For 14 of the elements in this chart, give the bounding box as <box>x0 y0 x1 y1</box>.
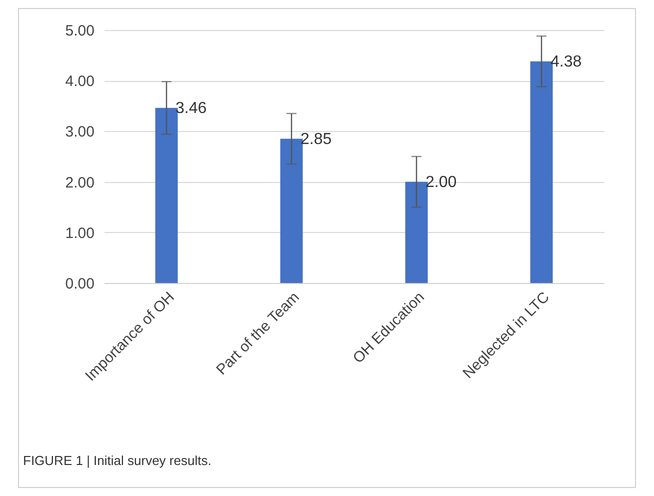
bar <box>405 182 428 283</box>
y-tick-label: 5.00 <box>65 22 94 40</box>
y-tick-label: 4.00 <box>65 73 94 90</box>
data-label: 2.00 <box>426 174 457 191</box>
caption: FIGURE 1 | Initial survey results. <box>23 453 212 468</box>
data-label: 4.38 <box>550 53 582 70</box>
bar <box>155 108 178 283</box>
y-tick-label: 3.00 <box>65 124 94 141</box>
data-label: 3.46 <box>176 100 207 117</box>
y-tick-label: 1.00 <box>65 224 94 242</box>
y-tick-label: 0.00 <box>65 276 94 292</box>
y-tick-label: 2.00 <box>65 174 94 192</box>
data-label: 2.85 <box>300 130 332 148</box>
bar <box>280 138 303 283</box>
